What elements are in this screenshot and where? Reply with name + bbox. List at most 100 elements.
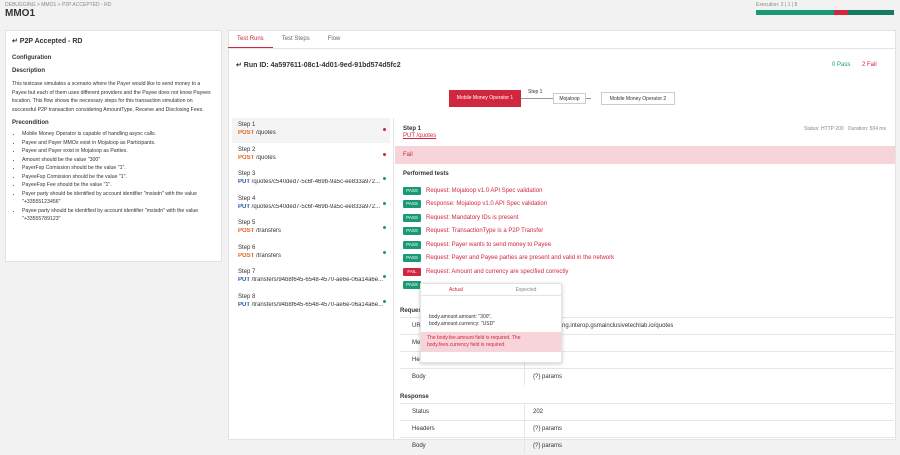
step-method: POST: [238, 252, 255, 259]
field-row: Status 202: [400, 403, 894, 420]
step-name: Step 4: [238, 195, 256, 202]
step-item[interactable]: Step 6 POST /transfers: [232, 241, 390, 266]
flow-step: Step 1: [528, 89, 543, 95]
test-text: Request: Payer wants to send money to Pa…: [426, 241, 552, 248]
result-banner: Fail: [395, 146, 895, 164]
step-method: PUT: [238, 203, 250, 210]
test-item: PASS Request: Mojaloop v1.0 API Spec vali…: [403, 184, 614, 198]
step-path: /quotes/c540ded7-5c6f-469b-9a5c-ee833a97…: [251, 179, 381, 185]
test-badge: PASS: [403, 227, 421, 236]
precondition: Payee and Payer exist in Mojaloop as Par…: [22, 147, 215, 156]
step-method: PUT: [238, 277, 250, 283]
popup-code: body.amount.amount: "300",: [429, 314, 492, 320]
step-request: PUT /quotes/c540ded7-5c6f-469b-9a5c-ee83…: [238, 179, 384, 185]
test-badge: PASS: [403, 213, 421, 222]
test-item: PASS Request: Payer and Payee parties are…: [403, 252, 614, 266]
step-item[interactable]: Step 2 POST /quotes: [232, 143, 390, 168]
progress-bar: [756, 10, 894, 15]
divider: [228, 48, 896, 49]
status-dot: [383, 201, 386, 205]
popup-tab[interactable]: Expected: [515, 287, 537, 293]
fail-count: 2 Fail: [862, 62, 877, 68]
step-name: Step 1: [238, 122, 256, 128]
step-name: Step 7: [238, 269, 256, 275]
step-request: POST /quotes: [238, 130, 384, 136]
detail-endpoint: PUT /quotes: [403, 133, 437, 139]
tab[interactable]: Test Steps: [281, 36, 310, 42]
field-value: 202: [533, 409, 544, 415]
test-item: PASS Request: TransactionType is a P2P Tr…: [403, 225, 614, 239]
status-dot: [383, 275, 386, 278]
test-item: FAIL Request: Amount and currency are spe…: [403, 265, 614, 279]
step-request: PUT /transfers/94b8f645-6548-4570-ae6e-0…: [238, 277, 384, 283]
step-item[interactable]: Step 7 PUT /transfers/94b8f645-6548-4570-…: [232, 265, 390, 290]
field-name: Body: [400, 438, 525, 454]
test-text: Request: Mandatory IDs is present: [426, 214, 519, 221]
testcase-panel: ↵ P2P Accepted - RD Configuration Descri…: [5, 30, 222, 262]
pass-count: 0 Pass: [832, 62, 851, 68]
step-name: Step 3: [238, 171, 256, 177]
step-list: Step 1 POST /quotes Step 2 POST /quotes Step…: [232, 118, 390, 314]
step-name: Step 2: [238, 146, 256, 153]
field-value: {?} params: [533, 374, 563, 380]
tab[interactable]: Flow: [327, 36, 341, 42]
step-request: POST /quotes: [238, 155, 384, 161]
field-row: Headers {?} params: [400, 420, 894, 437]
step-name: Step 8: [238, 293, 256, 300]
flow-node[interactable]: Mobile Money Operator 1: [449, 90, 521, 107]
detail-step: Step 1: [403, 126, 422, 132]
step-request: POST /transfers: [238, 253, 384, 259]
test-item: PASS Request: Payer wants to send money t…: [403, 238, 614, 252]
step-item[interactable]: Step 8 PUT /transfers/94b8f645-6548-4570-…: [232, 290, 390, 315]
status-dot: [383, 152, 386, 156]
flow-node[interactable]: Mojaloop: [553, 93, 586, 104]
section-heading: Precondition: [12, 120, 49, 126]
test-badge: PASS: [403, 186, 421, 195]
test-badge: PASS: [403, 240, 421, 249]
test-badge: PASS: [403, 254, 421, 263]
status-dot: [383, 299, 386, 303]
description: This testcase simulates a scenario where…: [12, 81, 211, 113]
page: {"header":{"breadcrumb":"DEBUGGING > MMO…: [0, 0, 900, 440]
precondition: Payee and Payer MMOs exist in Mojaloop a…: [22, 139, 215, 148]
field-name: Headers: [400, 421, 525, 437]
step-method: PUT: [238, 301, 250, 308]
tabs: Test Runs Test Steps Flow: [228, 30, 349, 48]
popup-tab[interactable]: Actual: [449, 287, 463, 293]
result-popup: Actual Expected body.amount.amount: "300…: [420, 283, 562, 363]
popup-code: body.amount.currency: "USD": [429, 321, 495, 327]
field-name: Status: [400, 404, 525, 420]
status-dot: [383, 128, 386, 131]
precondition: PayeeFsp Comission should be the value "…: [22, 173, 215, 182]
precondition: PayeeFsp Fee should be the value "1".: [22, 181, 215, 190]
precondition: PayerFsp Comission should be the value "…: [22, 164, 215, 173]
step-path: /transfers: [256, 252, 282, 259]
test-item: PASS Response: Mojaloop v1.0 API Spec val…: [403, 198, 614, 212]
popup-error: The body.fee.amount field is required. T…: [421, 332, 561, 352]
precondition: Payer party should be identified by acco…: [22, 190, 215, 207]
test-badge: PASS: [403, 200, 421, 209]
field-name: Body: [400, 369, 525, 385]
test-text: Request: Payer and Payee parties are pre…: [426, 255, 615, 262]
field-value: {?} params: [533, 426, 563, 432]
execution-label: Execution: 2 | 1 | 8: [756, 2, 798, 8]
step-item[interactable]: Step 1 POST /quotes: [232, 118, 390, 143]
step-item[interactable]: Step 4 PUT /quotes/c540ded7-5c6f-469b-9a5…: [232, 192, 390, 217]
test-list: PASS Request: Mojaloop v1.0 API Spec vali…: [403, 184, 614, 292]
step-item[interactable]: Step 3 PUT /quotes/c540ded7-5c6f-469b-9a5…: [232, 167, 390, 192]
step-item[interactable]: Step 5 POST /transfers: [232, 216, 390, 241]
precondition-list: Mobile Money Operator is capable of hand…: [12, 130, 215, 224]
field-value: {?} params: [533, 443, 563, 449]
flow-node[interactable]: Mobile Money Operator 2: [601, 92, 675, 105]
divider: [393, 118, 394, 440]
step-path: /transfers/94b8f645-6548-4570-ae6e-06a14…: [251, 277, 384, 283]
breadcrumb[interactable]: DEBUGGING > MMO1 > P2P ACCEPTED - RD: [5, 2, 112, 8]
step-path: /transfers: [256, 228, 282, 234]
field-value: ...sop.staging.interop.gsmainclusivetech…: [533, 323, 674, 329]
step-request: PUT /transfers/94b8f645-6548-4570-ae6e-0…: [238, 302, 384, 308]
tab[interactable]: Test Runs: [228, 30, 273, 48]
step-name: Step 6: [238, 244, 256, 251]
section-heading: Request: [400, 308, 424, 314]
testcase-title: ↵ P2P Accepted - RD: [12, 38, 83, 45]
step-method: POST: [238, 228, 255, 234]
